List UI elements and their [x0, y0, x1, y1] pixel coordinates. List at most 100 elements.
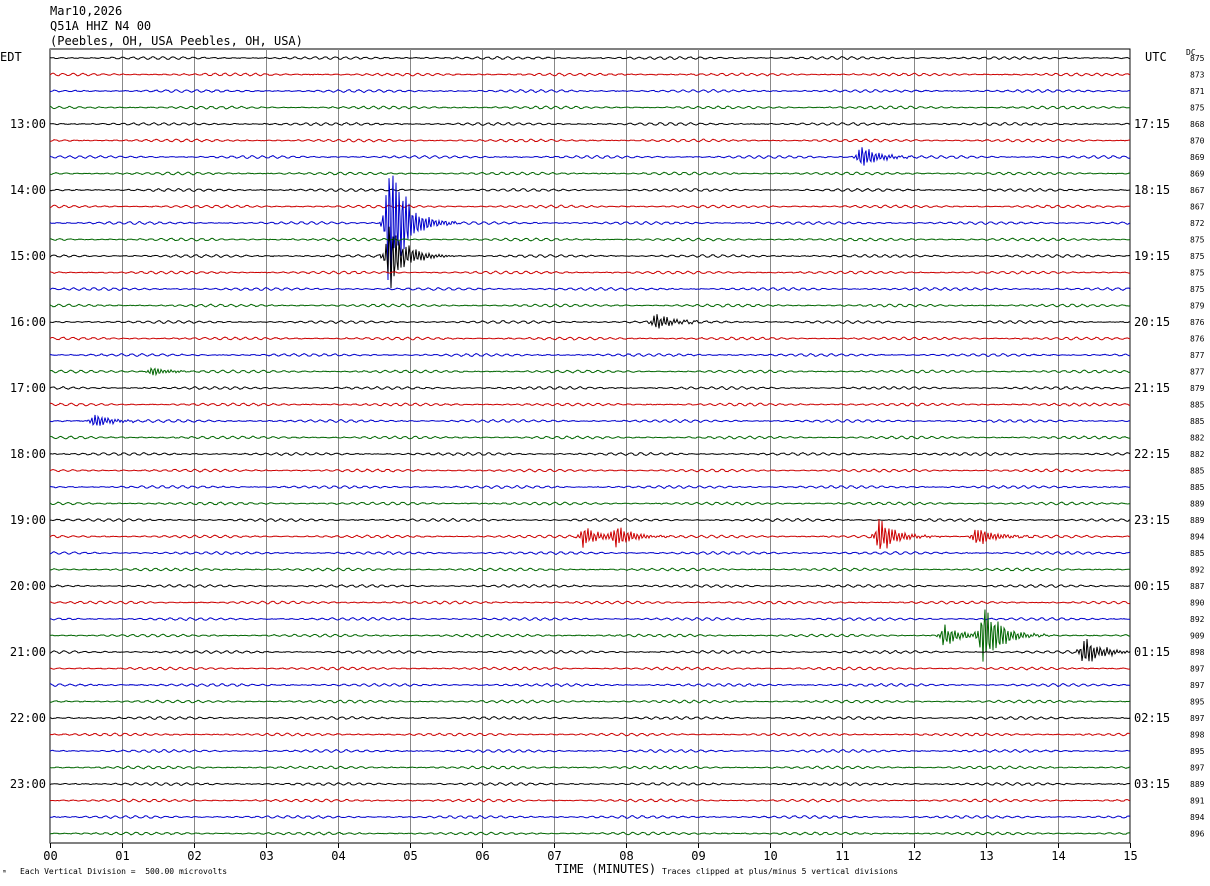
left-hour-label: 13:00 [10, 117, 46, 131]
trace-group [49, 55, 1131, 836]
dc-value: 879 [1190, 302, 1205, 311]
dc-value: 890 [1190, 599, 1205, 608]
x-tick-label: 03 [259, 849, 273, 863]
trace-47 [49, 831, 1131, 836]
dc-value: 882 [1190, 450, 1205, 459]
dc-value: 875 [1190, 252, 1205, 261]
left-hour-label: 20:00 [10, 579, 46, 593]
dc-value: 885 [1190, 467, 1205, 476]
scale-note: Each Vertical Division = 500.00 microvol… [20, 867, 228, 876]
right-timezone: UTC [1145, 50, 1167, 64]
left-hour-label: 21:00 [10, 645, 46, 659]
dc-value: 889 [1190, 500, 1205, 509]
dc-value: 875 [1190, 54, 1205, 63]
dc-value: 879 [1190, 384, 1205, 393]
trace-46 [49, 815, 1131, 819]
dc-value: 892 [1190, 566, 1205, 575]
axis-labels: 00 01 02 03 04 05 06 07 08 09 10 11 12 13 14 15 875 873 87… [10, 54, 1205, 863]
x-tick-label: 02 [187, 849, 201, 863]
dc-value: 887 [1190, 582, 1205, 591]
x-tick-label: 05 [403, 849, 417, 863]
trace-20 [49, 385, 1131, 391]
dc-value: 869 [1190, 170, 1205, 179]
dc-value: 897 [1190, 714, 1205, 723]
trace-24 [49, 451, 1131, 456]
trace-33 [50, 600, 1131, 605]
right-hour-label: 19:15 [1134, 249, 1170, 263]
trace-37 [50, 666, 1131, 671]
trace-34 [49, 616, 1130, 621]
dc-value: 871 [1190, 87, 1205, 96]
trace-14 [49, 287, 1131, 292]
date-label: Mar10,2026 [50, 4, 123, 18]
trace-36 [49, 638, 1131, 662]
dc-value: 875 [1190, 236, 1205, 245]
trace-38 [49, 683, 1131, 688]
trace-9 [49, 204, 1131, 209]
trace-44 [49, 782, 1131, 786]
trace-21 [49, 402, 1131, 407]
dc-value: 898 [1190, 731, 1205, 740]
dc-value: 894 [1190, 813, 1205, 822]
dc-value: 876 [1190, 335, 1205, 344]
station-label: Q51A HHZ N4 00 [50, 19, 152, 33]
right-hour-label: 03:15 [1134, 777, 1170, 791]
left-hour-label: 14:00 [10, 183, 46, 197]
dc-value: 892 [1190, 615, 1205, 624]
x-tick-label: 08 [619, 849, 633, 863]
plot-frame [49, 48, 1131, 844]
trace-31 [49, 567, 1131, 572]
left-hour-label: 16:00 [10, 315, 46, 329]
trace-16 [49, 314, 1130, 329]
trace-32 [49, 583, 1131, 588]
right-hour-label: 01:15 [1134, 645, 1170, 659]
dc-value: 876 [1190, 318, 1205, 327]
left-hour-label: 18:00 [10, 447, 46, 461]
trace-6 [49, 147, 1131, 166]
dc-value: 877 [1190, 351, 1205, 360]
trace-28 [50, 517, 1131, 522]
x-tick-label: 13 [979, 849, 993, 863]
dc-value: 898 [1190, 648, 1205, 657]
right-hour-label: 17:15 [1134, 117, 1170, 131]
trace-5 [50, 138, 1131, 143]
x-tick-label: 10 [763, 849, 777, 863]
trace-23 [49, 435, 1131, 440]
trace-11 [49, 237, 1131, 242]
trace-0 [49, 55, 1131, 60]
dc-value: 877 [1190, 368, 1205, 377]
trace-43 [49, 765, 1131, 770]
right-hour-label: 23:15 [1134, 513, 1170, 527]
dc-value: 872 [1190, 219, 1205, 228]
dc-value: 885 [1190, 483, 1205, 492]
dc-value: 882 [1190, 434, 1205, 443]
trace-30 [49, 551, 1131, 556]
dc-value: 867 [1190, 186, 1205, 195]
right-hour-label: 02:15 [1134, 711, 1170, 725]
dc-value: 897 [1190, 764, 1205, 773]
dc-value: 894 [1190, 533, 1205, 542]
dc-value: 885 [1190, 549, 1205, 558]
trace-12 [49, 226, 1131, 289]
trace-42 [49, 748, 1131, 753]
dc-value: 869 [1190, 153, 1205, 162]
dc-value: 909 [1190, 632, 1205, 641]
left-timezone: EDT [0, 50, 22, 64]
x-tick-label: 00 [43, 849, 57, 863]
trace-39 [49, 699, 1131, 704]
left-hour-label: 17:00 [10, 381, 46, 395]
dc-value: 889 [1190, 780, 1205, 789]
dc-value: 897 [1190, 681, 1205, 690]
dc-value: 875 [1190, 285, 1205, 294]
left-hour-label: 22:00 [10, 711, 46, 725]
trace-29 [49, 519, 1131, 549]
trace-13 [49, 270, 1131, 275]
x-tick-label: 11 [835, 849, 849, 863]
dc-value: 868 [1190, 120, 1205, 129]
right-hour-label: 00:15 [1134, 579, 1170, 593]
x-tick-label: 04 [331, 849, 345, 863]
x-tick-label: 07 [547, 849, 561, 863]
dc-label: DC [1186, 48, 1196, 57]
trace-3 [49, 105, 1131, 110]
